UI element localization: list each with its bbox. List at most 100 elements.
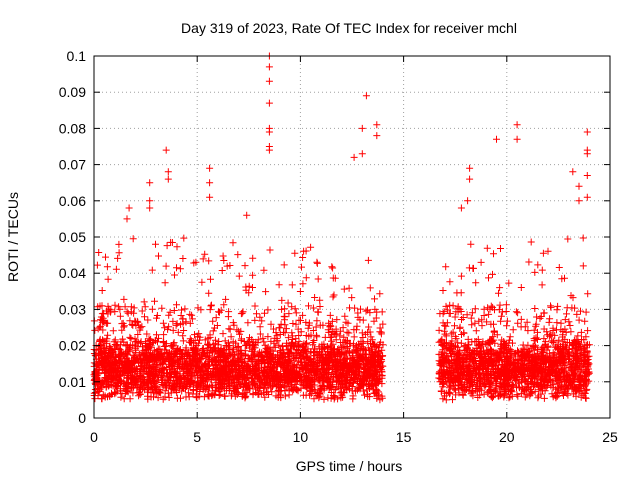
data-point bbox=[91, 386, 99, 393]
data-point bbox=[328, 366, 336, 374]
data-point bbox=[291, 354, 299, 362]
data-point bbox=[274, 375, 282, 383]
data-point bbox=[112, 389, 120, 397]
data-point bbox=[281, 354, 289, 362]
data-point bbox=[345, 329, 353, 337]
data-point bbox=[155, 252, 162, 260]
data-point bbox=[162, 370, 170, 378]
data-point bbox=[134, 331, 142, 338]
data-point bbox=[328, 337, 335, 345]
data-point bbox=[172, 383, 180, 391]
data-point bbox=[480, 390, 488, 398]
data-point bbox=[248, 356, 256, 364]
data-point bbox=[212, 314, 220, 322]
data-point bbox=[227, 333, 235, 341]
data-point bbox=[269, 361, 277, 368]
data-point bbox=[186, 319, 194, 327]
data-point bbox=[278, 305, 286, 313]
data-point bbox=[579, 262, 587, 270]
data-point bbox=[367, 340, 374, 347]
data-point bbox=[140, 370, 148, 378]
data-point bbox=[278, 296, 286, 304]
data-point bbox=[554, 302, 562, 310]
data-point bbox=[343, 349, 351, 357]
data-point bbox=[313, 362, 321, 370]
data-point bbox=[123, 361, 131, 369]
data-point bbox=[377, 338, 385, 346]
data-point bbox=[342, 337, 350, 345]
data-point bbox=[151, 336, 159, 344]
data-point bbox=[325, 362, 333, 369]
data-point bbox=[269, 376, 276, 384]
data-point bbox=[332, 336, 340, 344]
data-point bbox=[91, 326, 99, 334]
data-point bbox=[180, 234, 188, 242]
x-tick-label: 20 bbox=[499, 429, 515, 445]
data-point bbox=[229, 319, 237, 327]
data-point bbox=[229, 378, 237, 386]
data-point bbox=[160, 339, 168, 347]
data-point bbox=[323, 377, 331, 385]
data-point bbox=[165, 382, 173, 390]
data-point bbox=[523, 318, 531, 326]
data-point bbox=[199, 385, 207, 393]
data-point bbox=[236, 330, 243, 338]
data-point bbox=[222, 362, 230, 370]
data-point bbox=[235, 362, 243, 370]
y-tick-label: 0 bbox=[78, 410, 86, 426]
data-point bbox=[267, 354, 275, 362]
data-point bbox=[211, 391, 219, 398]
data-point bbox=[140, 298, 148, 306]
data-point bbox=[288, 303, 296, 311]
data-point bbox=[250, 350, 258, 358]
data-point bbox=[288, 332, 296, 340]
data-point bbox=[288, 350, 296, 358]
data-point bbox=[355, 375, 363, 383]
data-point bbox=[288, 340, 296, 348]
data-point bbox=[273, 332, 281, 340]
data-point bbox=[348, 294, 356, 302]
data-point bbox=[180, 327, 188, 334]
data-point bbox=[188, 315, 196, 323]
x-tick-label: 10 bbox=[293, 429, 309, 445]
data-point bbox=[356, 368, 363, 376]
data-point bbox=[555, 264, 563, 271]
data-point bbox=[373, 366, 381, 374]
data-point bbox=[222, 363, 229, 371]
data-point bbox=[183, 357, 191, 365]
data-point bbox=[149, 377, 157, 384]
data-point bbox=[216, 370, 224, 378]
data-point bbox=[130, 304, 138, 312]
data-point bbox=[186, 377, 194, 385]
data-point bbox=[153, 314, 160, 322]
data-point bbox=[95, 249, 103, 256]
data-point bbox=[141, 303, 149, 311]
data-point bbox=[229, 338, 237, 346]
data-point bbox=[94, 325, 102, 333]
data-point bbox=[275, 281, 283, 289]
data-point bbox=[251, 302, 259, 310]
data-point bbox=[166, 308, 174, 316]
data-point bbox=[169, 360, 177, 368]
data-point bbox=[251, 316, 259, 324]
data-point bbox=[152, 371, 159, 379]
data-point bbox=[234, 251, 242, 259]
data-point bbox=[349, 379, 357, 387]
data-point bbox=[230, 346, 237, 354]
data-point bbox=[251, 351, 258, 359]
data-point bbox=[368, 348, 376, 356]
data-point bbox=[255, 384, 263, 392]
data-point bbox=[206, 349, 214, 357]
data-point bbox=[334, 373, 342, 381]
data-point bbox=[311, 371, 318, 379]
data-point bbox=[186, 310, 194, 318]
data-point bbox=[503, 317, 511, 325]
data-point bbox=[104, 302, 112, 310]
data-point bbox=[235, 272, 243, 280]
data-point bbox=[177, 353, 185, 361]
data-point bbox=[207, 275, 214, 283]
data-point bbox=[265, 381, 273, 389]
data-point bbox=[162, 262, 170, 270]
data-point bbox=[147, 353, 155, 361]
data-point bbox=[328, 263, 336, 271]
